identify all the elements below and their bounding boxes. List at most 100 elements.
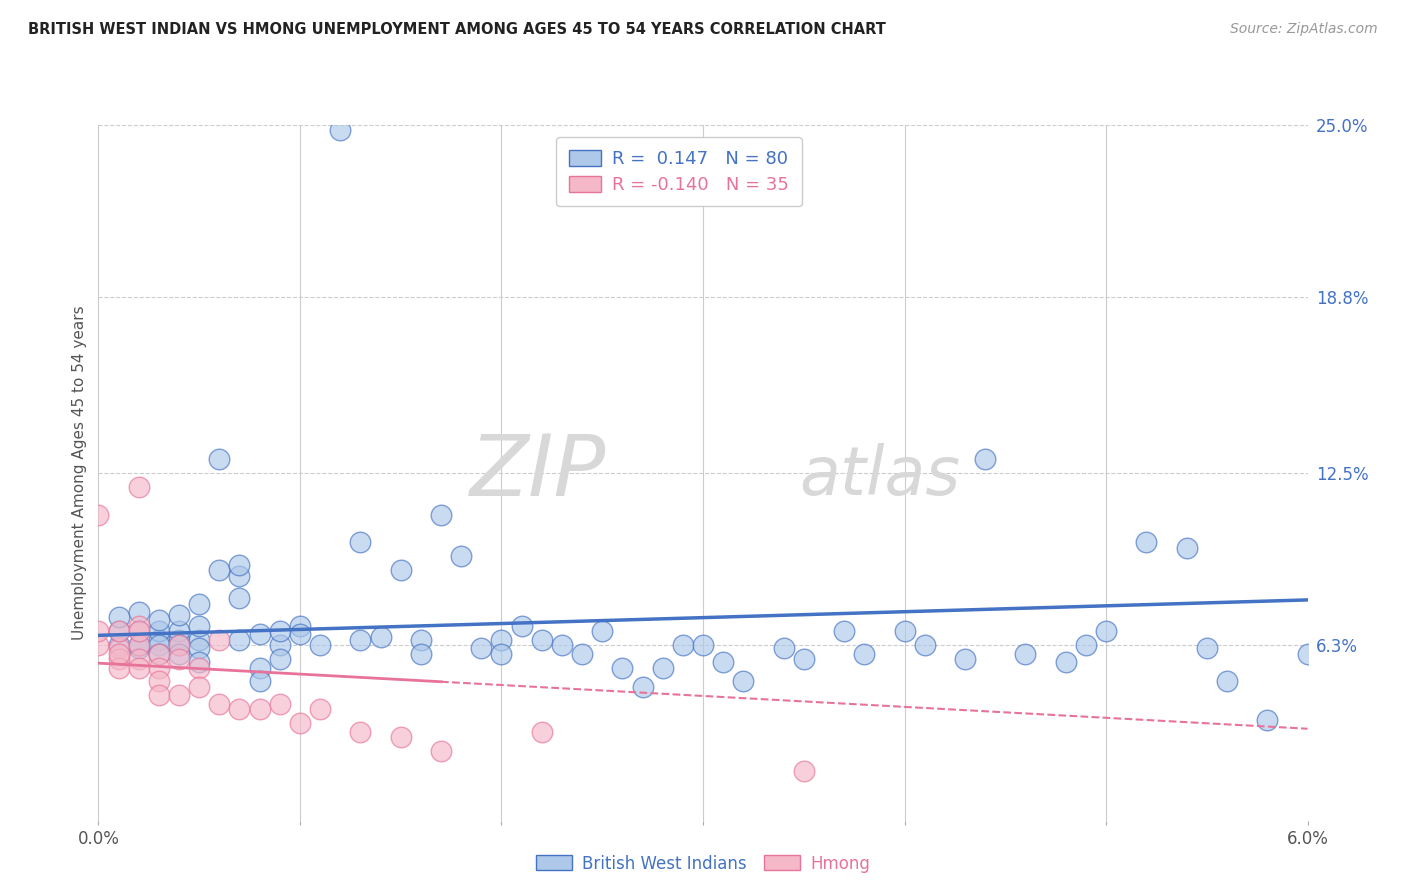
Point (167, 652, 190, 666)
Point (188, 660, 211, 674)
Point (309, 702, 332, 716)
Point (1014, 647, 1036, 661)
Point (491, 647, 513, 661)
Point (430, 744, 453, 758)
Point (228, 591, 250, 605)
Point (329, 123, 352, 137)
Point (249, 674, 271, 689)
Point (269, 697, 291, 711)
Point (733, 674, 755, 689)
Point (349, 535, 371, 549)
Point (208, 563, 231, 577)
Point (269, 652, 291, 666)
Point (87, 508, 110, 522)
Point (107, 647, 129, 661)
Point (228, 568, 250, 582)
Point (551, 638, 574, 652)
Point (167, 624, 190, 639)
Point (914, 638, 936, 652)
Point (571, 647, 593, 661)
Point (651, 660, 673, 674)
Point (148, 647, 170, 661)
Point (188, 632, 211, 647)
Point (249, 627, 271, 641)
Point (430, 508, 453, 522)
Point (612, 660, 634, 674)
Text: Source: ZipAtlas.com: Source: ZipAtlas.com (1230, 22, 1378, 37)
Point (530, 724, 553, 739)
Point (228, 632, 250, 647)
Point (288, 716, 311, 731)
Point (1054, 655, 1077, 669)
Point (349, 724, 371, 739)
Point (1074, 638, 1097, 652)
Point (188, 619, 211, 633)
Point (188, 680, 211, 694)
Point (228, 702, 250, 716)
Point (711, 655, 734, 669)
Point (510, 619, 533, 633)
Point (128, 660, 150, 674)
Point (269, 624, 291, 639)
Point (893, 624, 915, 639)
Text: ZIP: ZIP (470, 431, 606, 515)
Point (470, 641, 492, 656)
Point (107, 638, 129, 652)
Point (167, 647, 190, 661)
Point (631, 680, 654, 694)
Text: atlas: atlas (800, 443, 960, 509)
Point (491, 632, 513, 647)
Legend: R =  0.147   N = 80, R = -0.140   N = 35: R = 0.147 N = 80, R = -0.140 N = 35 (557, 137, 801, 206)
Point (793, 764, 815, 778)
Point (167, 638, 190, 652)
Y-axis label: Unemployment Among Ages 45 to 54 years: Unemployment Among Ages 45 to 54 years (72, 305, 87, 640)
Point (148, 624, 170, 639)
Point (148, 689, 170, 703)
Point (1095, 624, 1118, 639)
Legend: British West Indians, Hmong: British West Indians, Hmong (529, 848, 877, 880)
Point (87, 624, 110, 639)
Point (167, 607, 190, 622)
Text: BRITISH WEST INDIAN VS HMONG UNEMPLOYMENT AMONG AGES 45 TO 54 YEARS CORRELATION : BRITISH WEST INDIAN VS HMONG UNEMPLOYMEN… (28, 22, 886, 37)
Point (107, 652, 129, 666)
Point (853, 647, 876, 661)
Point (1175, 541, 1198, 555)
Point (269, 638, 291, 652)
Point (87, 638, 110, 652)
Point (128, 641, 150, 656)
Point (208, 451, 231, 466)
Point (128, 652, 150, 666)
Point (128, 624, 150, 639)
Point (974, 451, 997, 466)
Point (389, 730, 412, 744)
Point (1135, 535, 1157, 549)
Point (188, 655, 211, 669)
Point (148, 647, 170, 661)
Point (148, 613, 170, 627)
Point (772, 641, 794, 656)
Point (832, 624, 855, 639)
Point (107, 660, 129, 674)
Point (389, 563, 412, 577)
Point (208, 632, 231, 647)
Point (208, 697, 231, 711)
Point (107, 610, 129, 624)
Point (953, 652, 976, 666)
Point (288, 627, 311, 641)
Point (128, 619, 150, 633)
Point (107, 641, 129, 656)
Point (591, 624, 613, 639)
Point (349, 632, 371, 647)
Point (228, 558, 250, 572)
Point (530, 632, 553, 647)
Point (188, 641, 211, 656)
Point (148, 638, 170, 652)
Point (1216, 674, 1239, 689)
Point (148, 660, 170, 674)
Point (1296, 647, 1319, 661)
Point (288, 619, 311, 633)
Point (672, 638, 695, 652)
Point (450, 549, 472, 564)
Point (692, 638, 714, 652)
Point (128, 480, 150, 494)
